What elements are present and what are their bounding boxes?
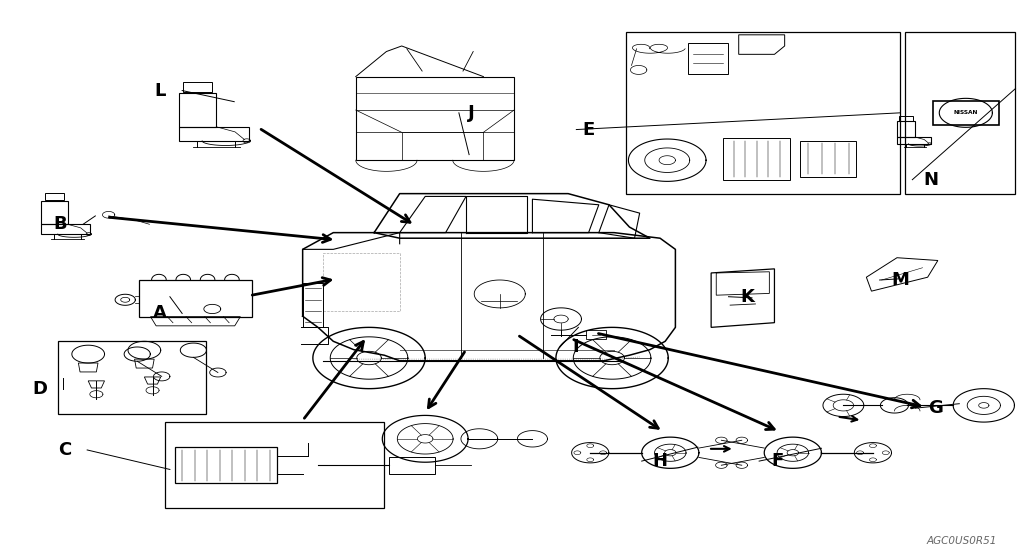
Bar bbox=[933, 101, 998, 125]
Text: NISSAN: NISSAN bbox=[953, 110, 978, 115]
Text: M: M bbox=[891, 271, 909, 289]
Bar bbox=[688, 43, 728, 74]
Text: L: L bbox=[154, 82, 165, 100]
Text: E: E bbox=[583, 120, 595, 138]
Text: A: A bbox=[153, 305, 167, 323]
Text: G: G bbox=[929, 399, 943, 417]
Bar bbox=[800, 141, 856, 177]
Text: D: D bbox=[33, 380, 48, 398]
Text: C: C bbox=[58, 441, 72, 459]
Text: J: J bbox=[468, 104, 474, 122]
Text: N: N bbox=[924, 171, 938, 189]
Bar bbox=[723, 138, 790, 180]
Bar bbox=[57, 341, 206, 414]
Bar bbox=[627, 32, 900, 194]
Text: AGC0US0R51: AGC0US0R51 bbox=[927, 536, 997, 547]
Text: F: F bbox=[771, 452, 783, 470]
Text: I: I bbox=[572, 338, 579, 356]
Text: B: B bbox=[54, 215, 68, 234]
Bar bbox=[905, 32, 1016, 194]
Text: K: K bbox=[740, 288, 754, 306]
Bar bbox=[165, 422, 384, 508]
Text: H: H bbox=[652, 452, 668, 470]
Bar bbox=[389, 457, 435, 474]
Bar bbox=[175, 447, 278, 483]
